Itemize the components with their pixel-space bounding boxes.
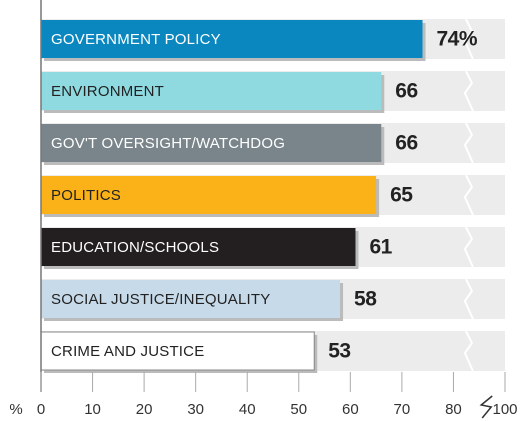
x-tick-label: 80 [445, 401, 462, 418]
category-label: EDUCATION/SCHOOLS [51, 239, 219, 256]
bar [41, 228, 356, 266]
axis-break [463, 226, 474, 268]
x-tick-label: 20 [136, 401, 153, 418]
x-tick-label: 60 [342, 401, 359, 418]
value-label: 58 [354, 288, 377, 311]
value-label: 66 [395, 80, 417, 103]
x-tick-label: 0 [37, 401, 45, 418]
x-tick-label: 40 [239, 401, 256, 418]
axis-break [463, 122, 474, 164]
category-label: CRIME AND JUSTICE [51, 343, 204, 360]
x-tick-label: 70 [394, 401, 411, 418]
x-tick-label: 100 [492, 401, 517, 418]
category-label: GOV'T OVERSIGHT/WATCHDOG [51, 135, 285, 152]
bar [41, 124, 382, 162]
category-label: GOVERNMENT POLICY [51, 31, 221, 48]
axis-break-symbol [479, 395, 493, 419]
x-tick-label: 10 [84, 401, 101, 418]
category-label: ENVIRONMENT [51, 83, 164, 100]
axis-break [463, 18, 474, 60]
bar [41, 72, 382, 110]
axis-break [463, 278, 474, 320]
category-label: POLITICS [51, 187, 121, 204]
x-tick-label: 30 [187, 401, 204, 418]
category-label: SOCIAL JUSTICE/INEQUALITY [51, 291, 271, 308]
bar [41, 20, 423, 58]
bar [41, 280, 341, 318]
value-label: 53 [328, 340, 350, 363]
axis-break [463, 174, 474, 216]
value-label: 65 [390, 184, 413, 207]
axis-break [463, 330, 474, 372]
bar [41, 176, 377, 214]
value-label: 74% [437, 28, 478, 51]
x-tick-label: 50 [290, 401, 307, 418]
value-label: 61 [369, 236, 392, 259]
axis-break [463, 70, 474, 112]
x-axis-label: % [9, 401, 22, 418]
value-label: 66 [395, 132, 417, 155]
